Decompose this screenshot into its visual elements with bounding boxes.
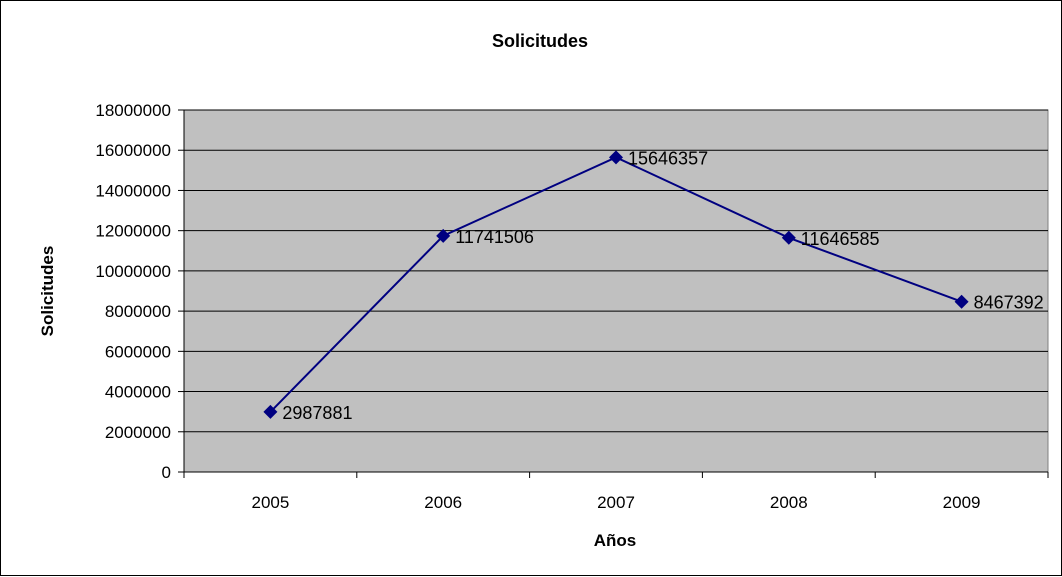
data-point	[781, 230, 796, 245]
data-label: 15646357	[628, 148, 708, 168]
data-point	[954, 294, 969, 309]
x-tick-label: 2006	[424, 493, 462, 512]
y-tick-label: 18000000	[95, 101, 171, 120]
chart-title: Solicitudes	[492, 31, 588, 51]
x-axis-label: Años	[594, 531, 637, 550]
y-tick-label: 16000000	[95, 141, 171, 160]
data-label: 11646585	[801, 229, 880, 249]
data-point	[436, 228, 451, 243]
y-tick-label: 2000000	[105, 423, 171, 442]
y-tick-label: 8000000	[105, 302, 171, 321]
data-point	[263, 404, 278, 419]
data-label: 2987881	[282, 403, 352, 423]
x-tick-label: 2005	[251, 493, 289, 512]
y-tick-label: 10000000	[95, 262, 171, 281]
y-tick-label: 6000000	[105, 342, 171, 361]
y-tick-label: 0	[162, 463, 171, 482]
data-label: 8467392	[974, 293, 1044, 313]
y-axis-label: Solicitudes	[38, 246, 57, 337]
x-tick-label: 2008	[770, 493, 808, 512]
data-point	[609, 150, 623, 165]
y-tick-label: 4000000	[105, 383, 171, 402]
x-tick-label: 2009	[943, 493, 981, 512]
y-tick-label: 12000000	[95, 222, 171, 241]
y-tick-label: 14000000	[95, 181, 171, 200]
x-tick-label: 2007	[597, 493, 635, 512]
plot-area	[183, 109, 1049, 473]
data-label: 11741506	[455, 227, 534, 247]
